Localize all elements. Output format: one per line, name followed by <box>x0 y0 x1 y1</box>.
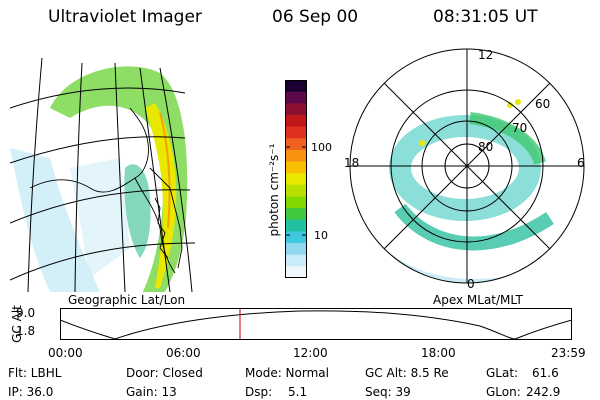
polar-caption: Apex MLat/MLT <box>433 293 523 307</box>
info-gain: Gain: 13 <box>126 385 177 399</box>
geographic-map <box>10 57 196 292</box>
colorbar-stripe <box>285 149 307 163</box>
polar-plot <box>349 48 585 284</box>
time-label: 08:31:05 UT <box>433 7 538 27</box>
mlt-label-6: 6 <box>577 156 585 170</box>
polar-grid <box>349 48 585 284</box>
altitude-xtick-1: 06:00 <box>166 346 201 360</box>
aurora-edge <box>159 112 171 229</box>
mlt-label-12: 12 <box>478 48 494 62</box>
mlt-label-18: 18 <box>344 156 360 170</box>
mlt-label-0: 0 <box>467 277 475 291</box>
date-label: 06 Sep 00 <box>272 7 359 27</box>
lat-label-60: 60 <box>535 97 551 111</box>
colorbar-stripe <box>285 114 307 128</box>
colorbar-stripe <box>285 173 307 186</box>
colorbar-tick-10: 10 <box>314 229 328 242</box>
map-caption: Geographic Lat/Lon <box>68 293 186 307</box>
aurora-band-core <box>145 103 177 288</box>
colorbar-stripe <box>285 243 307 256</box>
colorbar-stripe <box>285 138 307 151</box>
colorbar-stripe <box>285 126 307 139</box>
info-glat-label: GLat: <box>486 366 519 380</box>
lat-label-80: 80 <box>478 140 494 154</box>
colorbar-stripe <box>285 91 307 104</box>
info-door: Door: Closed <box>126 366 203 380</box>
map-grid <box>10 57 196 292</box>
colorbar-stripe <box>285 231 307 244</box>
info-dsp-value: 5.1 <box>288 385 308 399</box>
colorbar-label: photon cm⁻²s⁻¹ <box>267 143 281 237</box>
colorbar-stripe <box>285 103 307 116</box>
info-seq: Seq: 39 <box>365 385 411 399</box>
polar-hotspot <box>507 102 513 108</box>
lat-label-70: 70 <box>512 121 528 135</box>
info-ip: IP: 36.0 <box>8 385 54 399</box>
altitude-plot <box>60 308 572 340</box>
info-dsp-label: Dsp: <box>245 385 273 399</box>
colorbar-stripe <box>285 80 307 93</box>
info-gc-alt: GC Alt: 8.5 Re <box>365 366 449 380</box>
polar-hotspot <box>419 140 425 146</box>
altitude-xtick-3: 18:00 <box>421 346 456 360</box>
altitude-xtick-4: 23:59 <box>551 346 586 360</box>
polar-hotspot <box>515 99 521 105</box>
colorbar-stripe <box>285 161 307 174</box>
instrument-title: Ultraviolet Imager <box>48 7 202 27</box>
colorbar-stripe <box>285 219 307 232</box>
info-filter: Flt: LBHL <box>8 366 62 380</box>
info-mode: Mode: Normal <box>245 366 329 380</box>
info-glat-value: 61.6 <box>532 366 559 380</box>
altitude-curve <box>60 310 572 340</box>
altitude-tick-low: 1.8 <box>16 324 36 338</box>
colorbar-tick-100: 100 <box>311 141 332 154</box>
aurora-inner <box>124 164 151 258</box>
altitude-xtick-0: 00:00 <box>48 346 83 360</box>
info-glon-value: 242.9 <box>526 385 561 399</box>
altitude-tick-high: 9.0 <box>16 306 36 320</box>
coastlines <box>29 107 183 274</box>
info-glon-label: GLon: <box>486 385 521 399</box>
polar-aurora-ring <box>389 115 541 221</box>
altitude-xtick-2: 12:00 <box>293 346 328 360</box>
colorbar-stripe <box>285 208 307 221</box>
colorbar-stripe <box>285 196 307 209</box>
colorbar <box>285 80 307 278</box>
colorbar-stripe <box>285 184 307 197</box>
colorbar-stripe <box>285 254 307 267</box>
colorbar-stripe <box>285 266 307 278</box>
aurora-diffuse-2 <box>70 158 130 278</box>
polar-aurora-arc-2 <box>469 112 546 165</box>
